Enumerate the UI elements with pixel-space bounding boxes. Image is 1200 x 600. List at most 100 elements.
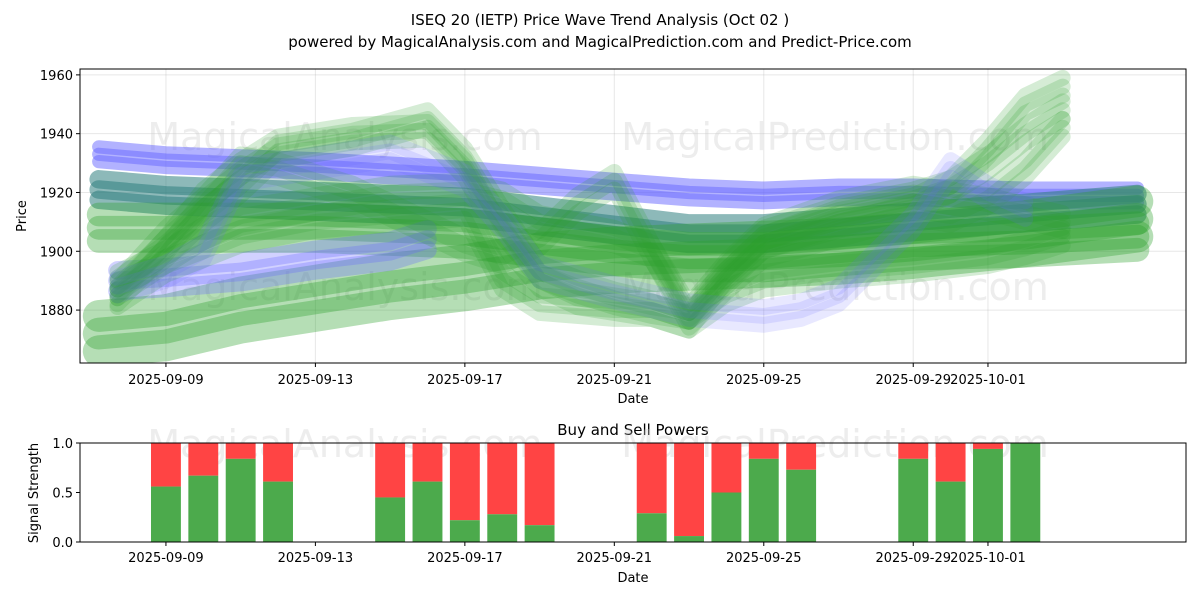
y-tick-label: 0.5 [52, 487, 73, 502]
series-trend-middle-teal [89, 180, 1147, 243]
series-wave-c [109, 128, 1071, 336]
series-wave-c [109, 119, 1071, 327]
y-tick-label: 1900 [40, 245, 73, 260]
x-tick-label: 2025-10-01 [950, 373, 1026, 388]
sell-bar [487, 443, 518, 515]
y-tick-label: 1.0 [52, 437, 73, 452]
x-tick-label: 2025-09-17 [427, 551, 503, 566]
sell-bar [375, 443, 406, 498]
buy-bar [188, 475, 219, 542]
chart-title: ISEQ 20 (IETP) Price Wave Trend Analysis… [411, 11, 789, 29]
y-tick-label: 0.0 [52, 536, 73, 551]
sell-bar [188, 443, 219, 476]
signal-x-ticks: 2025-09-09 2025-09-13 2025-09-17 2025-09-21… [128, 542, 1026, 566]
series-wave-b [109, 111, 1071, 339]
x-tick-label: 2025-09-13 [278, 551, 354, 566]
x-tick-label: 2025-09-25 [726, 551, 802, 566]
x-tick-label: 2025-09-13 [278, 373, 354, 388]
sell-bar [225, 443, 256, 459]
price-axes-frame [79, 68, 1187, 364]
sell-bar [524, 443, 555, 526]
y-tick-label: 1960 [40, 69, 73, 84]
series-wave-d [109, 190, 1071, 330]
sell-bar [898, 443, 929, 459]
series-wave-a [109, 87, 1071, 330]
signal-title: Buy and Sell Powers [557, 421, 709, 439]
watermark-text: MagicalPrediction.com [621, 115, 1049, 159]
buy-bar [935, 481, 966, 542]
watermark-text: MagicalAnalysis.com [147, 265, 542, 309]
series-trend-upper-blue [92, 147, 1145, 203]
x-tick-label: 2025-09-17 [427, 373, 503, 388]
x-tick-label: 2025-09-09 [128, 373, 204, 388]
series-wave-e [109, 202, 1071, 330]
buy-bar [263, 481, 293, 542]
price-wave-panel: MagicalAnalysis.com MagicalPrediction.com… [15, 68, 1187, 407]
x-tick-label: 2025-09-29 [875, 373, 951, 388]
price-y-label: Price [15, 200, 30, 232]
sell-bar [674, 443, 704, 537]
buy-bar [786, 469, 817, 542]
y-tick-label: 1880 [40, 304, 73, 319]
signal-y-ticks: 0.0 0.5 1.0 [52, 437, 80, 551]
series-wave-f [109, 152, 1034, 333]
price-watermarks: MagicalAnalysis.com MagicalPrediction.com… [147, 115, 1048, 309]
sell-bar [748, 443, 779, 459]
series-trend-bottom-green [82, 220, 1154, 363]
series-wave-c [109, 111, 1071, 319]
series-trend-bottom-green [82, 203, 1154, 350]
buy-bar [711, 492, 742, 542]
signal-x-label: Date [617, 571, 648, 586]
sell-bar [412, 443, 443, 482]
buy-bar [487, 514, 518, 542]
chart-subtitle: powered by MagicalAnalysis.com and Magic… [288, 33, 912, 51]
sell-bar [711, 443, 742, 493]
series-trend-low-blue [108, 219, 437, 280]
buy-bar [674, 536, 704, 542]
series-trend-low-blue [108, 240, 437, 301]
series-trend-upper-blue [92, 154, 1145, 210]
series-wave-b [109, 93, 1071, 321]
price-series [82, 69, 1154, 363]
y-tick-label: 1940 [40, 128, 73, 143]
buy-bar [524, 525, 555, 542]
sell-bar [786, 443, 817, 470]
x-tick-label: 2025-09-21 [577, 551, 653, 566]
buy-bar [150, 486, 181, 542]
x-tick-label: 2025-09-09 [128, 551, 204, 566]
series-wave-a [109, 78, 1071, 321]
buy-bar [412, 481, 443, 542]
series-wave-f [109, 134, 1034, 316]
series-trend-lower-green [86, 229, 1150, 283]
buy-bar [225, 458, 256, 542]
series-wave-d [109, 172, 1071, 313]
sell-bar [636, 443, 667, 514]
series-wave-d [109, 181, 1071, 321]
buy-bar [375, 497, 406, 542]
series-trend-low-blue [108, 230, 437, 290]
buy-bar [636, 513, 667, 542]
series-trend-middle-teal [89, 170, 1147, 233]
sell-bar [263, 443, 293, 482]
sell-bar [973, 443, 1003, 449]
x-tick-label: 2025-10-01 [950, 551, 1026, 566]
y-tick-label: 1920 [40, 186, 73, 201]
x-tick-label: 2025-09-25 [726, 373, 802, 388]
series-wave-a [109, 69, 1071, 313]
price-x-ticks: 2025-09-09 2025-09-13 2025-09-17 2025-09-21… [128, 363, 1026, 388]
series-wave-f [109, 143, 1034, 324]
series-trend-middle-teal [89, 190, 1147, 254]
series-trend-bottom-green [82, 185, 1154, 332]
sell-bar [150, 443, 181, 487]
signal-panel: Buy and Sell Powers MagicalAnalysis.com M… [27, 421, 1187, 586]
buy-bar [898, 458, 929, 542]
signal-bars [150, 443, 1041, 542]
watermark-text: MagicalPrediction.com [621, 265, 1049, 309]
x-tick-label: 2025-09-21 [577, 373, 653, 388]
series-trend-lower-green [86, 202, 1150, 256]
series-trend-upper-blue [92, 140, 1145, 195]
buy-bar [1010, 443, 1041, 542]
price-y-ticks: 1880 1900 1920 1940 1960 [40, 69, 80, 319]
price-x-label: Date [617, 392, 648, 407]
